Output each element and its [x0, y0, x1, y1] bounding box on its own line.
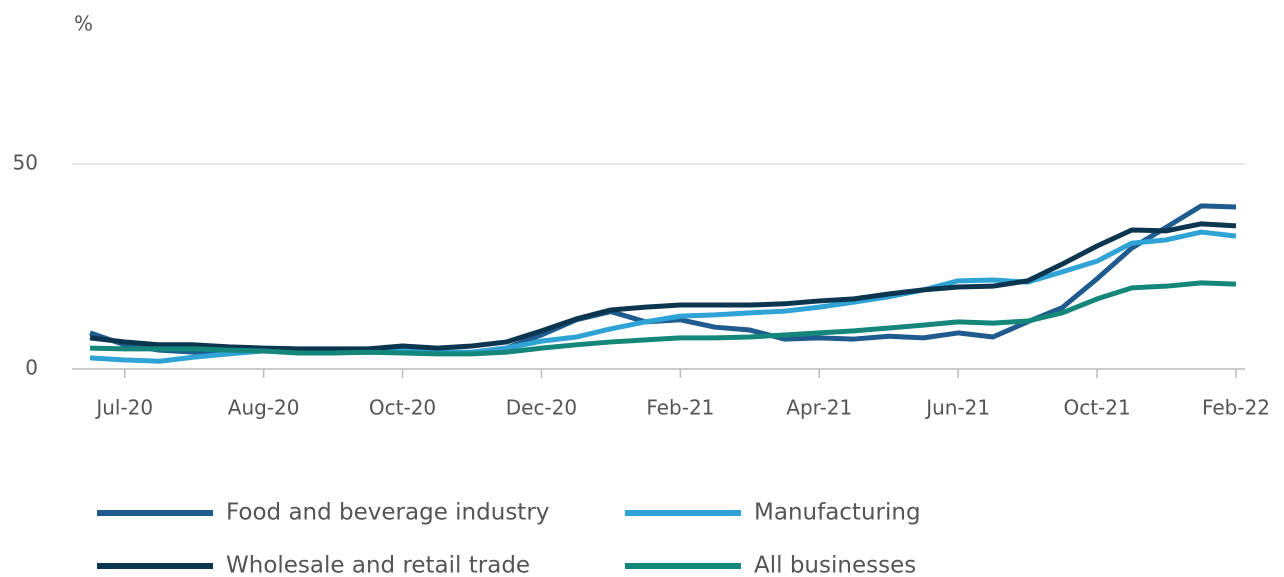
x-tick-label: Feb-22: [1202, 396, 1270, 420]
x-tick-label: Oct-21: [1063, 396, 1130, 420]
x-tick-label: Apr-21: [786, 396, 852, 420]
x-tick-label: Jun-21: [924, 396, 990, 420]
y-axis-label: %: [74, 12, 93, 36]
line: [89, 203, 1237, 356]
legend-label: All businesses: [754, 553, 916, 577]
line: [89, 229, 1237, 364]
legend-label: Food and beverage industry: [226, 500, 549, 526]
x-tick-label: Feb-21: [646, 396, 714, 420]
x-tick-label: Jul-20: [94, 396, 153, 420]
y-tick-label: 50: [13, 151, 38, 175]
x-tick-label: Dec-20: [506, 396, 577, 420]
y-tick-label: 0: [25, 356, 38, 380]
x-tick-label: Aug-20: [228, 396, 300, 420]
legend-label: Wholesale and retail trade: [226, 553, 530, 577]
line: [89, 280, 1237, 357]
line: [89, 221, 1237, 352]
x-tick-label: Oct-20: [369, 396, 436, 420]
legend-label: Manufacturing: [754, 500, 921, 526]
